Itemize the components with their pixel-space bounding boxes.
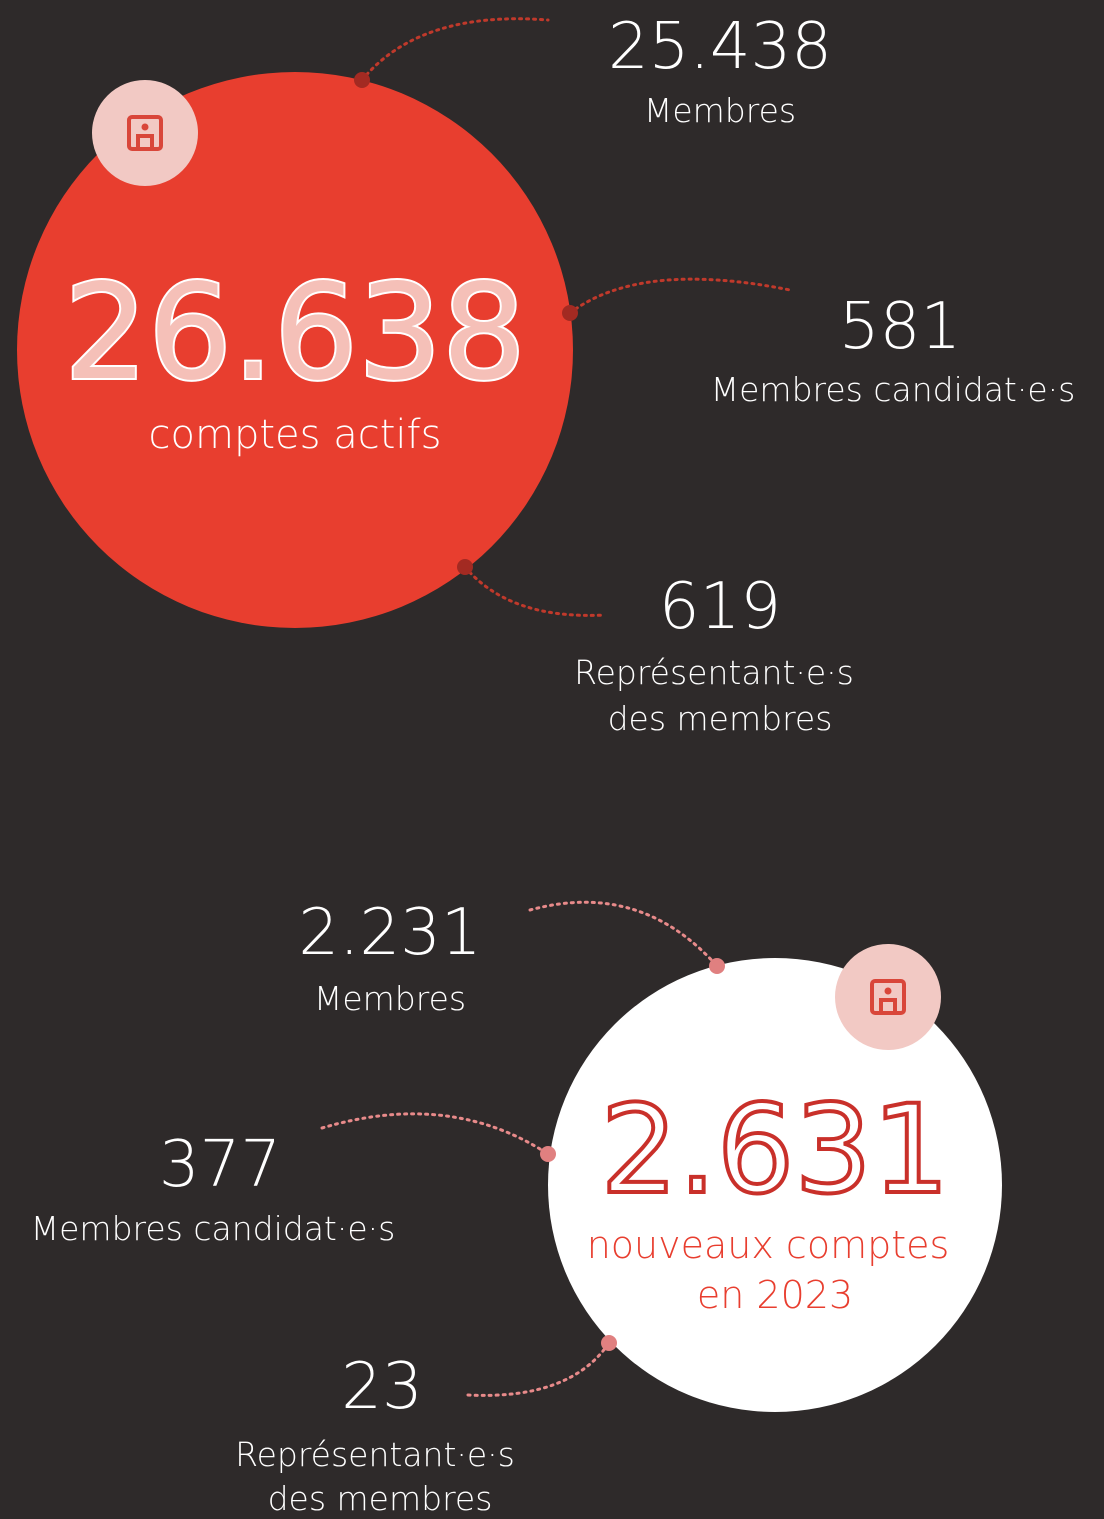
- total-label: en 2023: [697, 1273, 853, 1317]
- item-label: Membres candidat·e·s: [711, 370, 1076, 409]
- item-value: 377: [159, 1128, 281, 1202]
- item-label: Représentant·e·s: [235, 1435, 515, 1474]
- item-label: des membres: [608, 699, 833, 738]
- connector-dot: [709, 958, 725, 974]
- connector-dot: [457, 559, 473, 575]
- icon: [92, 80, 198, 186]
- total-value: 2.631: [600, 1079, 949, 1221]
- connector: [466, 1341, 611, 1397]
- connector-dot: [562, 305, 578, 321]
- item-value: 2.231: [298, 896, 481, 970]
- connector: [568, 277, 792, 315]
- connector: [320, 1112, 550, 1156]
- item-value: 25.438: [608, 10, 832, 84]
- total-value: 26.638: [64, 256, 526, 410]
- item-value: 619: [659, 570, 781, 644]
- total-circle: [548, 958, 1002, 1412]
- connector: [360, 17, 550, 82]
- total-label: nouveaux comptes: [587, 1223, 950, 1267]
- connector: [528, 900, 719, 968]
- connector: [463, 565, 607, 617]
- connector-dot: [354, 72, 370, 88]
- item-value: 581: [839, 290, 961, 364]
- total-circle: [17, 72, 573, 628]
- item-label: Membres: [644, 91, 796, 130]
- total-label: comptes actifs: [149, 412, 442, 458]
- connector-dot: [540, 1146, 556, 1162]
- item-label: Membres: [314, 979, 466, 1018]
- item-value: 23: [341, 1350, 422, 1424]
- item-label: Membres candidat·e·s: [31, 1209, 396, 1248]
- connector-dot: [601, 1335, 617, 1351]
- item-label: des membres: [268, 1479, 493, 1518]
- item-label: Représentant·e·s: [574, 653, 854, 692]
- icon: [835, 944, 941, 1050]
